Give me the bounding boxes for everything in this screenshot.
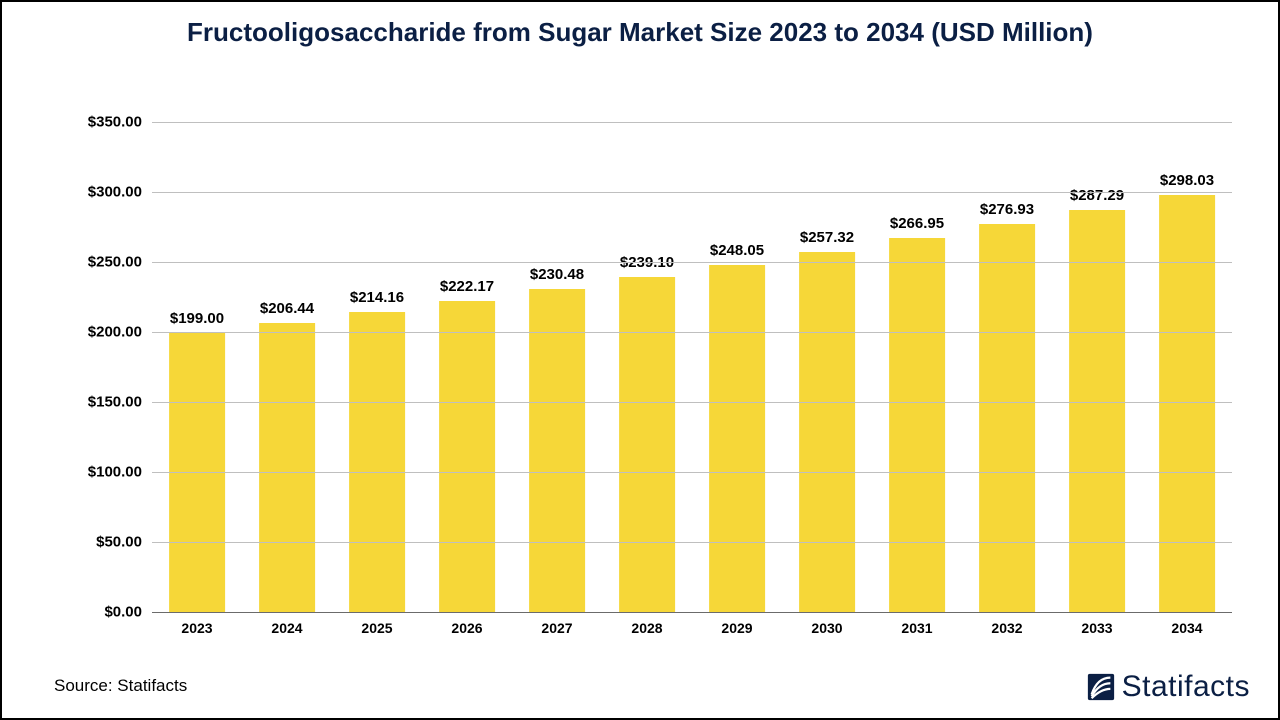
bar-slot: $230.482027 bbox=[512, 122, 602, 612]
statifacts-logo-icon bbox=[1086, 672, 1116, 702]
plot-area: $199.002023$206.442024$214.162025$222.17… bbox=[152, 122, 1232, 612]
bar-group: $199.002023$206.442024$214.162025$222.17… bbox=[152, 122, 1232, 612]
bar-slot: $248.052029 bbox=[692, 122, 782, 612]
y-tick-label: $350.00 bbox=[88, 114, 142, 131]
bar: $266.95 bbox=[889, 238, 945, 612]
source-text: Source: Statifacts bbox=[54, 676, 187, 696]
y-tick-label: $250.00 bbox=[88, 254, 142, 271]
x-tick-label: 2034 bbox=[1171, 620, 1202, 636]
bar-value-label: $287.29 bbox=[1070, 187, 1124, 204]
bar: $257.32 bbox=[799, 252, 855, 612]
bar-value-label: $199.00 bbox=[170, 310, 224, 327]
x-tick-label: 2024 bbox=[271, 620, 302, 636]
grid-line bbox=[152, 122, 1232, 123]
bar: $298.03 bbox=[1159, 195, 1215, 612]
y-tick-label: $200.00 bbox=[88, 324, 142, 341]
x-tick-label: 2029 bbox=[721, 620, 752, 636]
bar: $287.29 bbox=[1069, 210, 1125, 612]
bar-slot: $199.002023 bbox=[152, 122, 242, 612]
bar-slot: $266.952031 bbox=[872, 122, 962, 612]
bar-value-label: $230.48 bbox=[530, 266, 584, 283]
bar-slot: $298.032034 bbox=[1142, 122, 1232, 612]
bar-value-label: $298.03 bbox=[1160, 172, 1214, 189]
x-tick-label: 2028 bbox=[631, 620, 662, 636]
brand-logo-text: Statifacts bbox=[1122, 670, 1250, 704]
x-tick-label: 2032 bbox=[991, 620, 1022, 636]
y-tick-label: $100.00 bbox=[88, 464, 142, 481]
bar: $206.44 bbox=[259, 323, 315, 612]
grid-line bbox=[152, 402, 1232, 403]
bar-slot: $276.932032 bbox=[962, 122, 1052, 612]
grid-line bbox=[152, 192, 1232, 193]
grid-line bbox=[152, 612, 1232, 613]
chart-title: Fructooligosaccharide from Sugar Market … bbox=[2, 16, 1278, 49]
chart-frame: Fructooligosaccharide from Sugar Market … bbox=[0, 0, 1280, 720]
bar: $214.16 bbox=[349, 312, 405, 612]
bar-value-label: $248.05 bbox=[710, 242, 764, 259]
bar-value-label: $276.93 bbox=[980, 201, 1034, 218]
y-tick-label: $0.00 bbox=[104, 604, 142, 621]
x-tick-label: 2025 bbox=[361, 620, 392, 636]
y-tick-label: $150.00 bbox=[88, 394, 142, 411]
x-tick-label: 2027 bbox=[541, 620, 572, 636]
bar: $222.17 bbox=[439, 301, 495, 612]
bar-slot: $239.102028 bbox=[602, 122, 692, 612]
grid-line bbox=[152, 472, 1232, 473]
bar-value-label: $266.95 bbox=[890, 215, 944, 232]
bar: $248.05 bbox=[709, 265, 765, 612]
bar: $239.10 bbox=[619, 277, 675, 612]
bar-value-label: $214.16 bbox=[350, 289, 404, 306]
bar-slot: $287.292033 bbox=[1052, 122, 1142, 612]
bar: $230.48 bbox=[529, 289, 585, 612]
bar-slot: $257.322030 bbox=[782, 122, 872, 612]
y-tick-label: $300.00 bbox=[88, 184, 142, 201]
bar-slot: $222.172026 bbox=[422, 122, 512, 612]
x-tick-label: 2033 bbox=[1081, 620, 1112, 636]
bar-slot: $206.442024 bbox=[242, 122, 332, 612]
bar-slot: $214.162025 bbox=[332, 122, 422, 612]
bar-value-label: $257.32 bbox=[800, 229, 854, 246]
bar-value-label: $206.44 bbox=[260, 300, 314, 317]
brand-logo: Statifacts bbox=[1086, 670, 1250, 704]
x-tick-label: 2026 bbox=[451, 620, 482, 636]
grid-line bbox=[152, 332, 1232, 333]
bar: $276.93 bbox=[979, 224, 1035, 612]
y-tick-label: $50.00 bbox=[96, 534, 142, 551]
grid-line bbox=[152, 262, 1232, 263]
x-tick-label: 2031 bbox=[901, 620, 932, 636]
x-tick-label: 2023 bbox=[181, 620, 212, 636]
x-tick-label: 2030 bbox=[811, 620, 842, 636]
bar-value-label: $222.17 bbox=[440, 278, 494, 295]
grid-line bbox=[152, 542, 1232, 543]
